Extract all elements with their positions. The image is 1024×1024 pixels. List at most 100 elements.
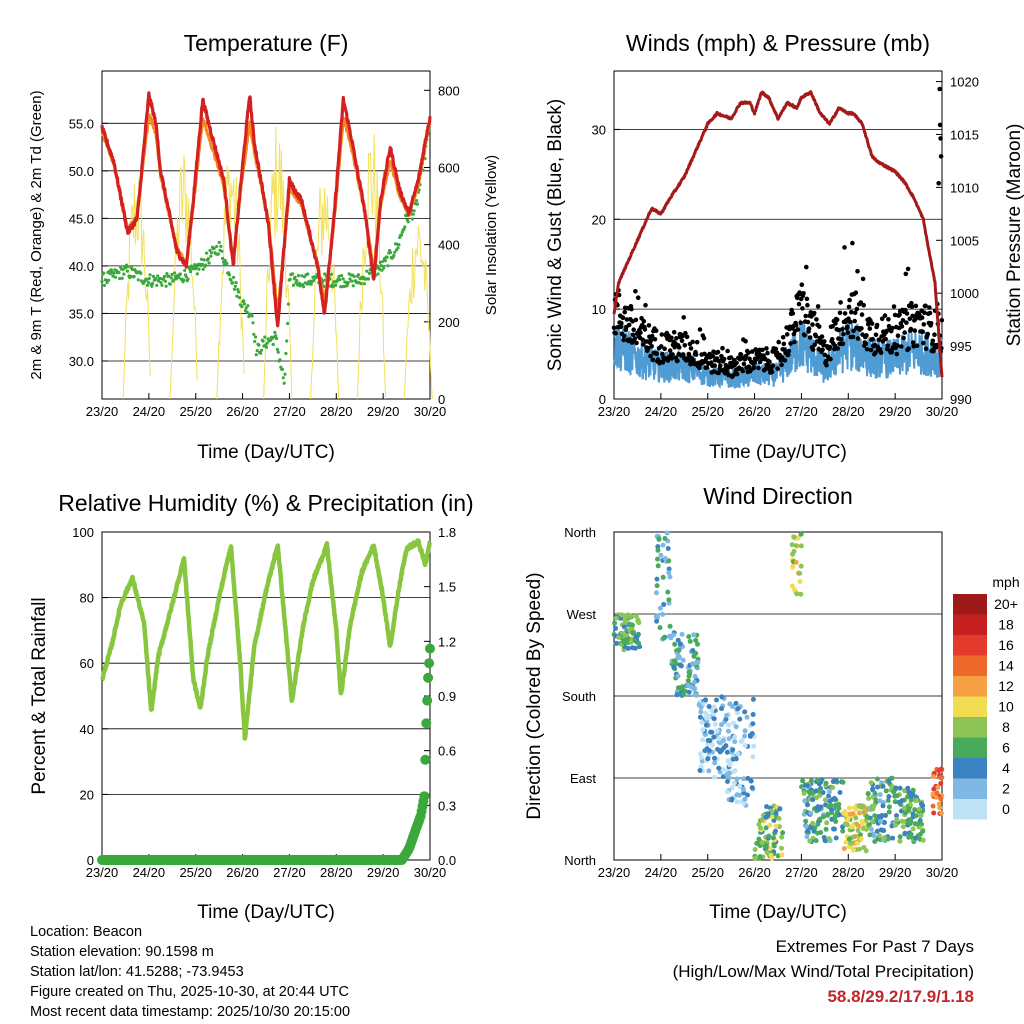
- wind-direction-point: [750, 754, 756, 760]
- pressure-line: [612, 90, 944, 378]
- solar-insolation-line: [216, 165, 245, 400]
- dewpoint-point: [393, 250, 397, 254]
- wind-direction-point: [776, 816, 782, 821]
- gust-point: [804, 264, 809, 270]
- wind-direction-point: [853, 815, 859, 821]
- legend-swatch: [953, 717, 987, 738]
- wind-direction-point: [748, 778, 754, 784]
- dewpoint-point: [183, 268, 187, 272]
- wind-direction-point: [841, 846, 847, 852]
- gust-point: [621, 337, 626, 343]
- wind-direction-point: [770, 835, 776, 841]
- wind-direction-point: [931, 786, 937, 792]
- wind-direction-point: [765, 811, 771, 817]
- wind-direction-point: [744, 714, 750, 720]
- wind-y2tick-label: 1015: [950, 127, 979, 142]
- wind-xtick-label: 27/20: [785, 404, 818, 419]
- wind-direction-point: [793, 559, 799, 565]
- dewpoint-point: [392, 253, 396, 258]
- legend-swatch: [953, 737, 987, 758]
- extremes-box: Extremes For Past 7 Days (High/Low/Max W…: [673, 934, 974, 1009]
- wind-xtick-label: 29/20: [879, 404, 912, 419]
- gust-point: [847, 319, 853, 325]
- gust-point: [805, 319, 811, 325]
- dewpoint-point: [225, 261, 229, 266]
- gust-point: [822, 339, 827, 344]
- dewpoint-point: [120, 276, 124, 280]
- dewpoint-point: [291, 272, 295, 276]
- dewpoint-point: [154, 277, 158, 281]
- wind-xtick-label: 30/20: [926, 404, 959, 419]
- wind-direction-point: [737, 792, 743, 798]
- gust-point: [633, 289, 638, 294]
- gust-point: [858, 300, 864, 305]
- wind-direction-point: [860, 825, 866, 831]
- legend-label: 6: [1002, 740, 1010, 756]
- rh-y2tick-label: 1.5: [438, 580, 456, 595]
- gust-point: [638, 330, 643, 336]
- gust-point: [691, 357, 696, 363]
- dewpoint-point: [264, 345, 269, 349]
- dewpoint-point: [285, 339, 289, 343]
- wdir-xtick-label: 28/20: [832, 865, 865, 880]
- gust-point: [845, 330, 851, 336]
- wind-direction-point: [773, 823, 779, 829]
- gust-point: [790, 311, 796, 316]
- wind-direction-point: [802, 798, 808, 804]
- solar-insolation-line: [403, 225, 433, 400]
- legend-label: 16: [998, 637, 1014, 653]
- wind-direction-point: [712, 721, 718, 727]
- wind-direction-point: [930, 774, 936, 780]
- gust-point: [827, 344, 833, 350]
- gust-point: [690, 339, 695, 345]
- wind-direction-point: [886, 804, 892, 810]
- gust-point: [814, 317, 819, 322]
- wind-direction-point: [733, 700, 739, 706]
- wind-direction-point: [629, 622, 635, 628]
- dewpoint-point: [254, 353, 258, 357]
- wind-direction-point: [671, 632, 676, 638]
- temp-y2tick-label: 600: [438, 160, 460, 175]
- wind-direction-point: [798, 563, 804, 569]
- plot-layer: 23/20 24/20 25/20 26/20 27/20 28/20 29/20 30/20…: [69, 70, 1018, 880]
- gust-point: [811, 310, 817, 316]
- dewpoint-point: [237, 290, 241, 294]
- legend-swatch: [953, 758, 987, 779]
- temp-xtick-label: 27/20: [273, 404, 306, 419]
- gust-point: [619, 320, 624, 326]
- gust-point: [903, 271, 909, 277]
- gust-point: [917, 312, 922, 317]
- wind-direction-point: [685, 683, 691, 688]
- wind-direction-point: [667, 574, 673, 580]
- rh-y2tick-label: 0.9: [438, 689, 456, 704]
- wind-direction-point: [691, 632, 697, 638]
- gust-point: [899, 324, 905, 329]
- wind-direction-point: [917, 806, 922, 812]
- precip-point: [421, 718, 432, 729]
- gust-point: [834, 317, 840, 323]
- wind-direction-point: [879, 813, 885, 818]
- wind-direction-point: [773, 828, 778, 834]
- dewpoint-point: [210, 251, 214, 255]
- wind-direction-point: [618, 612, 624, 618]
- dewpoint-point: [195, 272, 199, 276]
- gust-point: [671, 329, 677, 335]
- data-timestamp: Most recent data timestamp: 2025/10/30 2…: [30, 1004, 351, 1020]
- wind-direction-point: [830, 785, 836, 790]
- wind-direction-point: [702, 748, 708, 754]
- station-info: Location: Beacon Station elevation: 90.1…: [30, 922, 350, 1022]
- wind-direction-point: [843, 811, 849, 817]
- wind-direction-point: [732, 734, 738, 740]
- extremes-subtitle: (High/Low/Max Wind/Total Precipitation): [672, 962, 974, 981]
- wind-direction-point: [912, 807, 918, 813]
- gust-point: [672, 345, 677, 350]
- dewpoint-point: [125, 269, 129, 273]
- wdir-ytick-label: North: [564, 525, 596, 540]
- wind-direction-point: [724, 749, 730, 755]
- wind-direction-point: [872, 813, 878, 819]
- legend-swatch: [953, 594, 987, 615]
- wind-direction-point: [692, 692, 698, 698]
- station-elevation: Station elevation: 90.1598 m: [30, 944, 214, 960]
- dewpoint-point: [233, 284, 237, 288]
- gust-point: [937, 122, 943, 128]
